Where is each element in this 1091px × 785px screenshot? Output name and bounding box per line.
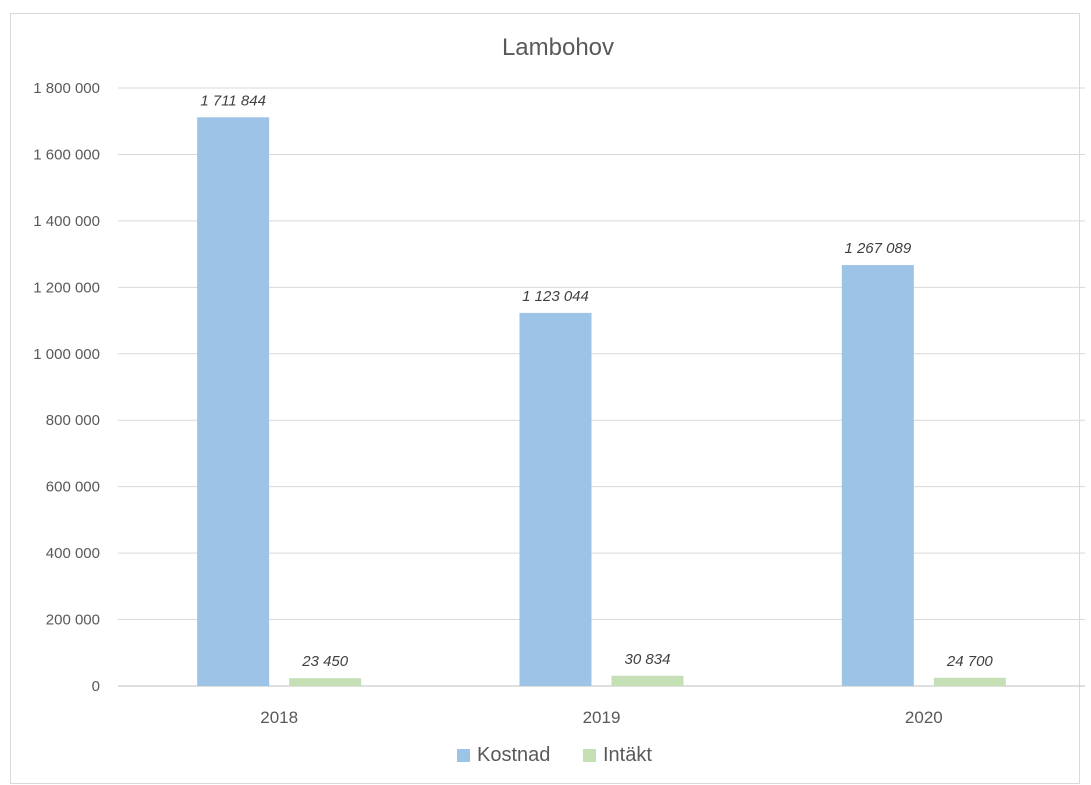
legend-label: Intäkt xyxy=(603,744,652,766)
chart-title: Lambohov xyxy=(502,34,614,61)
bar-kostnad xyxy=(197,117,270,687)
x-tick-label: 2019 xyxy=(583,708,621,727)
x-tick-label: 2018 xyxy=(260,708,298,727)
x-axis-labels: 2018 2019 2020 xyxy=(260,708,942,727)
legend-label: Kostnad xyxy=(477,744,550,766)
bar-kostnad xyxy=(841,265,914,686)
bar-int-kt xyxy=(933,677,1006,686)
y-tick-label: 1 800 000 xyxy=(33,80,100,97)
y-tick-label: 800 000 xyxy=(46,412,100,429)
legend: Kostnad Intäkt xyxy=(457,744,652,766)
data-label: 30 834 xyxy=(625,651,671,668)
gridlines xyxy=(118,87,1085,687)
bar-kostnad xyxy=(519,312,592,686)
legend-swatch xyxy=(457,749,470,762)
data-label: 1 267 089 xyxy=(844,240,911,257)
y-tick-label: 600 000 xyxy=(46,479,100,496)
y-tick-label: 1 400 000 xyxy=(33,213,100,230)
x-tick-label: 2020 xyxy=(905,708,943,727)
y-tick-label: 1 200 000 xyxy=(33,279,100,296)
y-tick-label: 0 xyxy=(92,678,100,695)
data-label: 1 711 844 xyxy=(200,92,266,109)
y-tick-label: 200 000 xyxy=(46,612,100,629)
data-label: 24 700 xyxy=(946,653,994,670)
y-tick-label: 1 000 000 xyxy=(33,346,100,363)
y-tick-label: 400 000 xyxy=(46,545,100,562)
y-axis-ticks: 0 200 000 400 000 600 000 800 000 1 000 000 1 … xyxy=(33,80,100,695)
bars xyxy=(197,117,1006,687)
y-tick-label: 1 600 000 xyxy=(33,146,100,163)
bar-int-kt xyxy=(289,678,362,686)
data-label: 1 123 044 xyxy=(522,288,589,305)
data-label: 23 450 xyxy=(301,653,349,670)
bar-int-kt xyxy=(611,675,684,686)
data-labels: 1 711 844 23 450 1 123 044 30 834 1 267 089 2… xyxy=(200,92,993,670)
legend-swatch xyxy=(583,749,596,762)
